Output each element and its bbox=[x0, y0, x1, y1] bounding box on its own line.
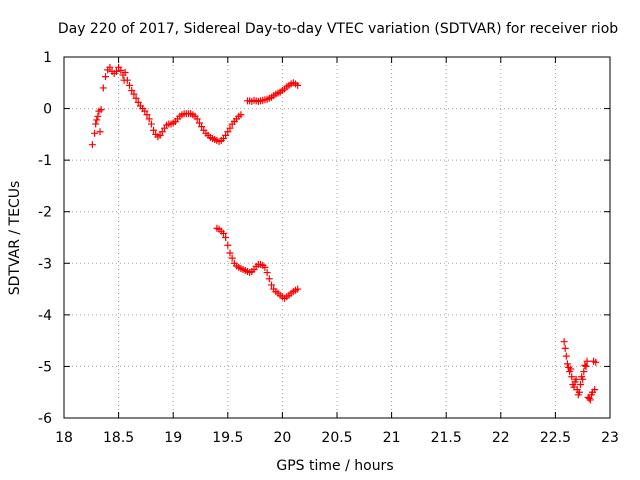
data-point bbox=[99, 84, 107, 92]
data-point bbox=[226, 249, 234, 257]
data-point bbox=[106, 63, 114, 71]
y-tick-label: -6 bbox=[38, 411, 52, 427]
data-point bbox=[562, 352, 570, 360]
data-point bbox=[121, 68, 129, 76]
x-tick-label: 21.5 bbox=[431, 430, 462, 446]
data-point bbox=[567, 365, 575, 373]
grid bbox=[64, 57, 610, 418]
data-point bbox=[101, 73, 109, 81]
data-point bbox=[224, 128, 232, 136]
y-axis-label: SDTVAR / TECUs bbox=[7, 181, 23, 296]
chart-title: Day 220 of 2017, Sidereal Day-to-day VTE… bbox=[58, 21, 618, 37]
data-point bbox=[294, 81, 302, 89]
data-point bbox=[126, 81, 134, 89]
data-point bbox=[267, 281, 275, 289]
x-tick-label: 20 bbox=[273, 430, 291, 446]
axes bbox=[63, 56, 611, 419]
x-axis-label: GPS time / hours bbox=[276, 458, 393, 474]
x-tick-label: 20.5 bbox=[321, 430, 352, 446]
data-point bbox=[579, 375, 587, 383]
x-tick-label: 23 bbox=[601, 430, 619, 446]
y-tick-label: -5 bbox=[38, 359, 52, 375]
data-point bbox=[222, 131, 230, 139]
x-tick-label: 22 bbox=[492, 430, 510, 446]
data-point bbox=[96, 128, 104, 136]
data-point bbox=[582, 362, 590, 370]
data-point bbox=[224, 241, 232, 249]
x-tick-label: 18.5 bbox=[103, 430, 134, 446]
data-point bbox=[193, 115, 201, 123]
data-point bbox=[226, 124, 234, 132]
data-point bbox=[94, 112, 102, 120]
y-tick-label: -4 bbox=[38, 308, 52, 324]
data-point bbox=[117, 66, 125, 74]
data-point bbox=[198, 123, 206, 131]
data-point bbox=[294, 285, 302, 293]
data-point bbox=[112, 67, 120, 75]
data-point bbox=[97, 106, 105, 114]
data-point bbox=[150, 126, 158, 134]
data-point bbox=[581, 361, 589, 369]
data-point bbox=[568, 373, 576, 381]
data-point bbox=[147, 120, 155, 128]
x-tick-label: 19 bbox=[164, 430, 182, 446]
data-point bbox=[195, 119, 203, 127]
y-tick-label: 0 bbox=[43, 102, 52, 118]
data-point bbox=[93, 116, 101, 124]
data-point bbox=[134, 98, 142, 106]
data-point bbox=[91, 129, 99, 137]
x-tick-label: 19.5 bbox=[212, 430, 243, 446]
data-point bbox=[586, 396, 594, 404]
data-points bbox=[88, 63, 600, 404]
data-point bbox=[572, 375, 580, 383]
data-point bbox=[237, 111, 245, 119]
data-point bbox=[561, 344, 569, 352]
data-point bbox=[575, 388, 583, 396]
data-point bbox=[591, 386, 599, 394]
data-point bbox=[263, 269, 271, 277]
data-point bbox=[580, 368, 588, 376]
data-point bbox=[88, 141, 96, 149]
data-point bbox=[592, 358, 600, 366]
data-point bbox=[132, 94, 140, 102]
data-point bbox=[560, 338, 568, 346]
data-point bbox=[130, 90, 138, 98]
data-point bbox=[577, 380, 585, 388]
data-point bbox=[141, 107, 149, 115]
y-tick-label: 1 bbox=[43, 50, 52, 66]
data-point bbox=[219, 229, 227, 237]
x-tick-label: 22.5 bbox=[540, 430, 571, 446]
x-tick-label: 18 bbox=[55, 430, 73, 446]
data-point bbox=[265, 275, 273, 283]
data-point bbox=[128, 87, 136, 95]
data-point bbox=[228, 254, 236, 262]
data-point bbox=[261, 263, 269, 271]
tick-labels: 18 18.5 19 19.5 20 20.5 21 21.5 22 22.5 23 1 0 -1 -2 -3… bbox=[38, 50, 619, 446]
data-point bbox=[585, 394, 593, 402]
data-point bbox=[563, 360, 571, 368]
data-point bbox=[145, 115, 153, 123]
y-tick-label: -1 bbox=[38, 153, 52, 169]
data-point bbox=[583, 357, 591, 365]
data-point bbox=[156, 131, 164, 139]
x-tick-label: 21 bbox=[383, 430, 401, 446]
y-tick-label: -3 bbox=[38, 256, 52, 272]
data-point bbox=[222, 234, 230, 241]
data-point bbox=[123, 76, 131, 84]
data-point bbox=[92, 120, 100, 128]
y-tick-label: -2 bbox=[38, 205, 52, 221]
data-point bbox=[143, 111, 151, 119]
data-point bbox=[158, 128, 166, 136]
